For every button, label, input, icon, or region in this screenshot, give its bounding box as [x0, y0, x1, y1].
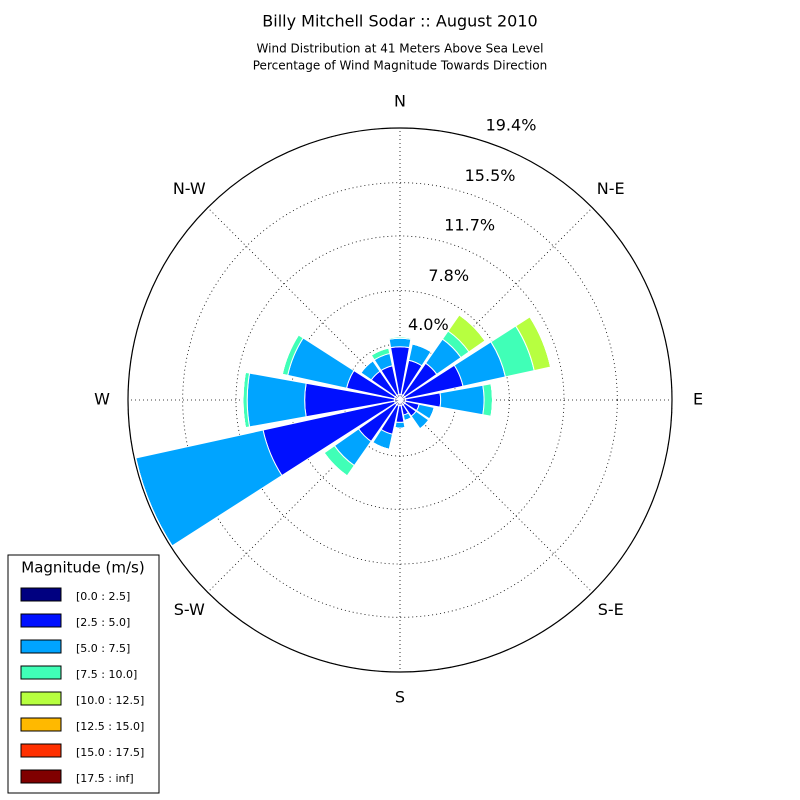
chart-subtitle: Wind Distribution at 41 Meters Above Sea…	[257, 42, 544, 56]
wedge	[135, 429, 283, 547]
r-tick-label: 11.7%	[444, 215, 495, 234]
wedge	[482, 383, 493, 417]
grid-circle	[290, 290, 510, 510]
spoke	[207, 207, 401, 401]
spoke	[399, 399, 593, 593]
wedge	[388, 337, 412, 349]
legend-label: [2.5 : 5.0]	[76, 616, 130, 629]
legend-swatch	[20, 613, 62, 628]
r-tick-label: 7.8%	[428, 266, 469, 285]
wedge	[246, 372, 307, 428]
legend-swatch	[20, 587, 62, 602]
legend-swatch	[20, 665, 62, 680]
legend-swatch	[20, 639, 62, 654]
legend-label: [12.5 : 15.0]	[76, 720, 144, 733]
wedge	[419, 419, 430, 430]
chart-title: Billy Mitchell Sodar :: August 2010	[262, 12, 537, 31]
r-tick-label: 15.5%	[465, 166, 516, 185]
legend-swatch	[20, 691, 62, 706]
legend-label: [15.0 : 17.5]	[76, 746, 144, 759]
wedge	[371, 347, 389, 356]
legend-label: [5.0 : 7.5]	[76, 642, 130, 655]
direction-label: E	[693, 390, 703, 409]
legend-swatch	[20, 743, 62, 758]
wedge	[490, 383, 493, 417]
legend-title: Magnitude (m/s)	[21, 559, 144, 577]
grid-circle	[182, 182, 618, 618]
legend-label: [17.5 : inf]	[76, 772, 134, 785]
legend-label: [0.0 : 2.5]	[76, 590, 130, 603]
wedge	[394, 421, 406, 429]
wedge	[242, 372, 246, 428]
wedge	[388, 336, 412, 339]
legend-swatch	[20, 769, 62, 784]
frame	[127, 127, 673, 673]
chart-subtitle: Percentage of Wind Magnitude Towards Dir…	[253, 59, 547, 73]
direction-label: W	[94, 390, 110, 409]
direction-label: S-W	[174, 600, 205, 619]
legend-swatch	[20, 717, 62, 732]
wedge	[135, 457, 173, 547]
legend-label: [7.5 : 10.0]	[76, 668, 137, 681]
direction-label: N-W	[173, 179, 206, 198]
grid-circle	[235, 235, 565, 565]
r-tick-label: 19.4%	[486, 116, 537, 135]
direction-label: N-E	[597, 179, 625, 198]
r-tick-label: 4.0%	[408, 315, 449, 334]
direction-label: S	[395, 688, 405, 707]
spoke	[399, 207, 593, 401]
direction-label: S-E	[598, 600, 624, 619]
spoke	[207, 399, 401, 593]
direction-label: N	[394, 92, 406, 111]
legend-label: [10.0 : 12.5]	[76, 694, 144, 707]
